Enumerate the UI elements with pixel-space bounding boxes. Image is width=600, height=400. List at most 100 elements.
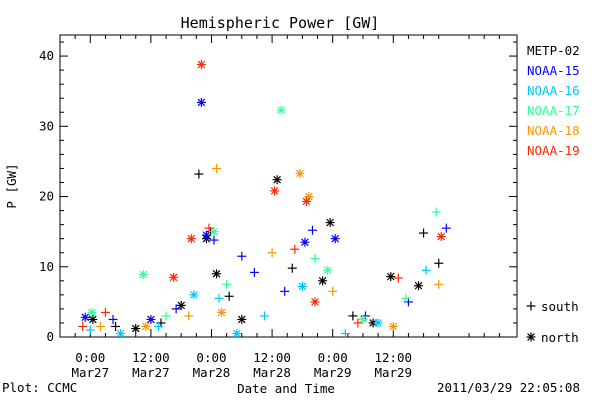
north-marker-symbol: [526, 332, 536, 342]
data-point-south: [249, 267, 259, 277]
data-point-north: [295, 168, 305, 178]
data-point-south: [280, 286, 290, 296]
axis-ticks: 0102030400:00Mar2712:00Mar270:00Mar2812:…: [39, 35, 517, 380]
data-point-south: [434, 279, 444, 289]
data-point-south: [95, 321, 105, 331]
x-tick-label-date: Mar27: [132, 365, 170, 380]
data-point-south: [434, 258, 444, 268]
data-point-south: [340, 328, 350, 338]
data-point-south: [353, 318, 363, 328]
data-point-south: [209, 235, 219, 245]
y-tick-label: 30: [39, 118, 54, 133]
data-point-north: [80, 312, 90, 322]
data-point-north: [217, 307, 227, 317]
data-point-north: [209, 227, 219, 237]
data-point-north: [436, 232, 446, 242]
x-tick-label-date: Mar29: [374, 365, 412, 380]
legend-entry: NOAA-16: [527, 83, 580, 98]
data-point-north: [388, 321, 398, 331]
data-point-north: [87, 307, 97, 317]
x-tick-label-date: Mar29: [314, 365, 352, 380]
data-point-south: [171, 304, 181, 314]
data-point-north: [301, 196, 311, 206]
y-tick-label: 10: [39, 259, 54, 274]
data-point-north: [318, 276, 328, 286]
data-point-north: [323, 265, 333, 275]
data-point-north: [116, 328, 126, 338]
x-tick-label-time: 12:00: [374, 350, 412, 365]
data-point-north: [373, 318, 383, 328]
plot-credit: Plot: CCMC: [2, 380, 78, 395]
data-point-south: [431, 207, 441, 217]
x-tick-label-time: 0:00: [318, 350, 348, 365]
data-point-north: [276, 105, 286, 115]
data-point-south: [194, 169, 204, 179]
data-point-south: [153, 321, 163, 331]
data-point-south: [287, 263, 297, 273]
data-point-north: [88, 314, 98, 324]
y-tick-label: 20: [39, 189, 54, 204]
data-point-north: [131, 324, 141, 334]
data-point-south: [237, 251, 247, 261]
data-point-north: [176, 300, 186, 310]
data-point-south: [108, 314, 118, 324]
x-tick-label-time: 0:00: [75, 350, 105, 365]
data-points: [78, 59, 451, 338]
data-point-south: [441, 223, 451, 233]
data-point-south: [161, 311, 171, 321]
x-tick-label-time: 0:00: [196, 350, 226, 365]
data-point-south: [310, 253, 320, 263]
data-point-north: [212, 269, 222, 279]
data-point-north: [189, 290, 199, 300]
data-point-south: [204, 223, 214, 233]
x-tick-label-date: Mar28: [193, 365, 231, 380]
chart-title: Hemispheric Power [GW]: [181, 14, 380, 32]
data-point-north: [386, 272, 396, 282]
data-point-south: [401, 293, 411, 303]
data-point-south: [224, 291, 234, 301]
marker-key-north: north: [541, 330, 579, 345]
data-point-north: [237, 314, 247, 324]
data-point-south: [307, 225, 317, 235]
x-tick-label-date: Mar28: [253, 365, 291, 380]
data-point-south: [111, 321, 121, 331]
plot-frame: [59, 34, 518, 338]
legend-entry: NOAA-18: [527, 123, 580, 138]
data-point-north: [414, 281, 424, 291]
data-point-north: [297, 281, 307, 291]
data-point-north: [272, 175, 282, 185]
data-point-north: [141, 321, 151, 331]
data-point-north: [270, 186, 280, 196]
x-axis-label: Date and Time: [237, 381, 335, 396]
x-tick-label-time: 12:00: [132, 350, 170, 365]
data-point-north: [330, 234, 340, 244]
data-point-north: [358, 314, 368, 324]
legend: METP-02 NOAA-15 NOAA-16 NOAA-17 NOAA-18 NOAA-…: [527, 43, 580, 158]
data-point-south: [290, 244, 300, 254]
x-tick-label-date: Mar27: [71, 365, 109, 380]
legend-entry: METP-02: [527, 43, 580, 58]
data-point-north: [146, 314, 156, 324]
x-tick-label-time: 12:00: [253, 350, 291, 365]
data-point-south: [78, 321, 88, 331]
data-point-south: [267, 248, 277, 258]
data-point-south: [328, 286, 338, 296]
data-point-south: [100, 307, 110, 317]
data-point-north: [196, 97, 206, 107]
data-point-north: [310, 297, 320, 307]
data-point-south: [421, 265, 431, 275]
data-point-south: [212, 163, 222, 173]
south-marker-symbol: [526, 301, 536, 311]
data-point-north: [300, 237, 310, 247]
data-point-south: [85, 325, 95, 335]
legend-entry: NOAA-19: [527, 143, 580, 158]
marker-key: south north: [526, 299, 579, 345]
legend-entry: NOAA-15: [527, 63, 580, 78]
data-point-north: [169, 272, 179, 282]
legend-entry: NOAA-17: [527, 103, 580, 118]
data-point-south: [184, 311, 194, 321]
data-point-north: [201, 230, 211, 240]
plot-timestamp: 2011/03/29 22:05:08: [437, 380, 580, 395]
data-point-north: [186, 234, 196, 244]
